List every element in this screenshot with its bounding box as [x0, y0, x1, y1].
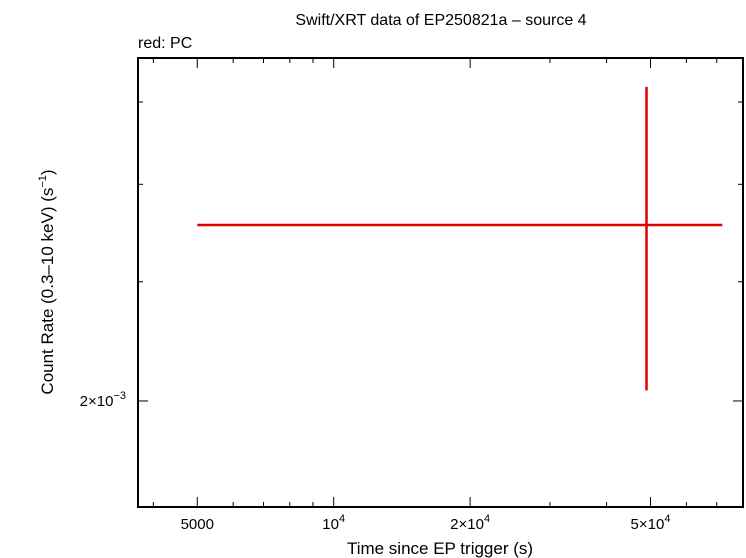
x-tick-label: 104	[322, 513, 345, 533]
y-axis-label-tail: )	[38, 169, 57, 175]
y-axis-label-superscript: −1	[37, 175, 49, 188]
plot-frame	[137, 57, 744, 508]
y-tick-label: 2×10−3	[80, 390, 126, 410]
y-axis-label-text: Count Rate (0.3–10 keV) (s	[38, 188, 57, 395]
x-axis-label: Time since EP trigger (s)	[347, 539, 533, 558]
y-axis-label: Count Rate (0.3–10 keV) (s−1)	[37, 169, 57, 394]
x-tick-label: 5000	[181, 516, 214, 533]
chart-subtitle: red: PC	[138, 35, 192, 52]
x-tick-label: 2×104	[450, 513, 490, 533]
y-axis: 2×10−3	[80, 101, 743, 410]
x-tick-label: 5×104	[631, 513, 671, 533]
x-axis: 5000 104 2×104 5×104	[152, 58, 744, 533]
chart-title: Swift/XRT data of EP250821a – source 4	[295, 12, 586, 29]
data-series	[197, 86, 723, 391]
